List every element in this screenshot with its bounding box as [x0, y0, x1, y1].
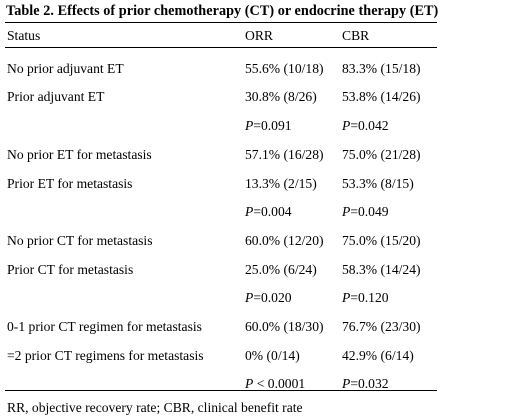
row-orr-pvalue: P < 0.0001	[245, 376, 305, 392]
header-rule	[5, 47, 437, 48]
row-status: Prior adjuvant ET	[7, 89, 105, 104]
row-cbr-pvalue: P=0.032	[342, 376, 389, 392]
row-cbr: 58.3% (14/24)	[342, 262, 421, 277]
row-status: No prior adjuvant ET	[7, 61, 124, 76]
row-orr: 57.1% (16/28)	[245, 147, 324, 162]
row-orr: 13.3% (2/15)	[245, 176, 317, 191]
row-status: Prior ET for metastasis	[7, 176, 133, 191]
row-cbr-pvalue: P=0.042	[342, 118, 389, 134]
row-orr: 60.0% (18/30)	[245, 319, 324, 334]
p-value: =0.020	[253, 290, 292, 305]
table-title: Table 2. Effects of prior chemotherapy (…	[6, 3, 439, 19]
header-cbr: CBR	[342, 28, 370, 43]
row-cbr: 75.0% (15/20)	[342, 233, 421, 248]
row-orr: 25.0% (6/24)	[245, 262, 317, 277]
p-label: P	[245, 204, 254, 219]
row-orr: 55.6% (10/18)	[245, 61, 324, 76]
row-cbr: 53.8% (14/26)	[342, 89, 421, 104]
p-label: P	[245, 376, 254, 391]
p-value: =0.032	[350, 376, 389, 391]
header-status: Status	[7, 28, 41, 43]
p-label: P	[245, 118, 254, 133]
p-value: =0.091	[253, 118, 292, 133]
row-cbr-pvalue: P=0.120	[342, 290, 389, 306]
row-cbr: 53.3% (8/15)	[342, 176, 414, 191]
row-orr-pvalue: P=0.091	[245, 118, 292, 134]
row-orr-pvalue: P=0.004	[245, 204, 292, 220]
row-cbr: 75.0% (21/28)	[342, 147, 421, 162]
row-status: =2 prior CT regimens for metastasis	[7, 348, 204, 363]
p-label: P	[342, 376, 351, 391]
p-label: P	[245, 290, 254, 305]
row-orr: 60.0% (12/20)	[245, 233, 324, 248]
p-value: =0.049	[350, 204, 389, 219]
row-orr: 0% (0/14)	[245, 348, 300, 363]
table-footnote: RR, objective recovery rate; CBR, clinic…	[7, 400, 303, 415]
row-status: Prior CT for metastasis	[7, 262, 134, 277]
p-label: P	[342, 204, 351, 219]
row-cbr: 83.3% (15/18)	[342, 61, 421, 76]
row-status: 0-1 prior CT regimen for metastasis	[7, 319, 202, 334]
p-value: =0.004	[253, 204, 292, 219]
row-cbr-pvalue: P=0.049	[342, 204, 389, 220]
p-label: P	[342, 290, 351, 305]
row-orr-pvalue: P=0.020	[245, 290, 292, 306]
p-value: =0.120	[350, 290, 389, 305]
row-orr: 30.8% (8/26)	[245, 89, 317, 104]
header-orr: ORR	[245, 28, 273, 43]
bottom-rule	[5, 390, 437, 391]
row-status: No prior CT for metastasis	[7, 233, 153, 248]
top-rule	[5, 22, 437, 23]
row-cbr: 42.9% (6/14)	[342, 348, 414, 363]
p-label: P	[342, 118, 351, 133]
row-status: No prior ET for metastasis	[7, 147, 152, 162]
p-value: =0.042	[350, 118, 389, 133]
p-value: < 0.0001	[253, 376, 306, 391]
row-cbr: 76.7% (23/30)	[342, 319, 421, 334]
